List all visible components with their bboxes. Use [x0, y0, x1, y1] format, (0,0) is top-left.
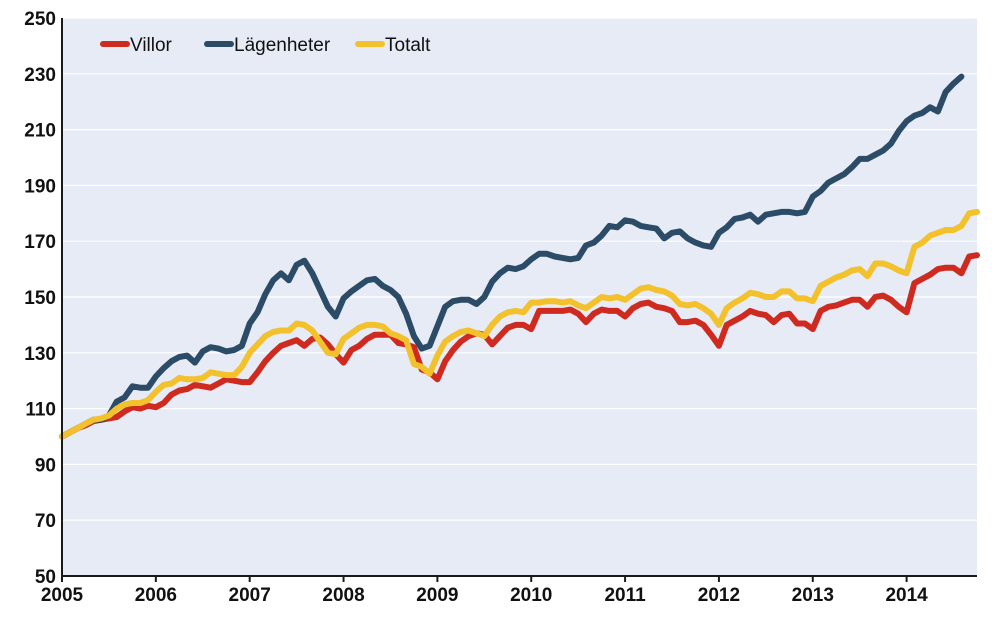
y-tick-label: 70 [35, 511, 56, 532]
x-tick-label: 2006 [135, 585, 177, 606]
legend-label: Villor [130, 35, 173, 56]
y-tick-label: 190 [24, 176, 56, 197]
y-tick-label: 90 [35, 455, 56, 476]
x-tick-labels: 2005 2006 2007 2008 2009 2010 2011 2012 2013 2014 [41, 585, 928, 606]
x-tick-label: 2009 [416, 585, 458, 606]
y-tick-label: 110 [25, 400, 56, 421]
y-tick-label: 170 [24, 232, 56, 253]
x-tick-label: 2010 [510, 585, 552, 606]
series-line [59, 252, 980, 440]
legend-label: Lägenheter [234, 35, 331, 56]
y-tick-label: 210 [24, 121, 56, 142]
x-tick-label: 2013 [792, 585, 834, 606]
x-tick-label: 2014 [885, 585, 928, 606]
legend: Villor Lägenheter Totalt [100, 35, 431, 56]
series-line [59, 208, 980, 440]
axes [61, 18, 977, 582]
series-line [59, 73, 965, 440]
x-tick-label: 2008 [322, 585, 364, 606]
y-tick-labels: 50 70 90 110 130 150 170 190 210 230 250 [24, 9, 56, 588]
y-tick-label: 250 [24, 9, 56, 30]
y-tick-label: 150 [24, 288, 56, 309]
x-tick-label: 2005 [41, 585, 84, 606]
y-tick-label: 50 [35, 567, 56, 588]
x-tick-label: 2007 [229, 585, 271, 606]
series-lines [59, 73, 980, 440]
y-tick-label: 130 [24, 344, 56, 365]
legend-label: Totalt [385, 35, 431, 56]
x-tick-label: 2012 [698, 585, 740, 606]
x-tick-label: 2011 [604, 585, 646, 606]
y-tick-label: 230 [24, 65, 56, 86]
